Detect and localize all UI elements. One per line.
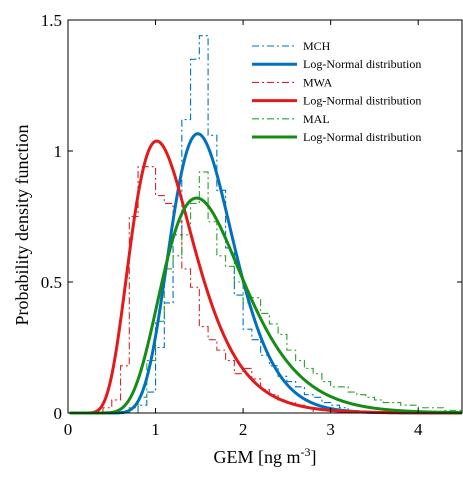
y-tick-label: 1 bbox=[54, 142, 63, 161]
x-tick-label: 3 bbox=[326, 420, 335, 439]
legend-label: MAL bbox=[303, 112, 330, 126]
x-tick-label: 0 bbox=[64, 420, 73, 439]
plot-frame bbox=[67, 19, 463, 414]
lognormal-curve-5 bbox=[69, 196, 463, 415]
legend-label: Log-Normal distribution bbox=[303, 57, 421, 71]
legend: MCH Log-Normal distribution MWA Log-Normal … bbox=[252, 39, 421, 144]
x-axis-title: GEM [ng m-3] bbox=[214, 445, 317, 467]
y-tick-label: 0.5 bbox=[41, 273, 62, 292]
y-axis-title: Probability density function bbox=[12, 125, 32, 326]
histogram-mch bbox=[137, 35, 358, 413]
y-tick-label: 1.5 bbox=[41, 11, 62, 30]
lognormal-curve-1 bbox=[69, 132, 463, 415]
curve-layer bbox=[69, 132, 463, 415]
x-axis-title-superscript: -3 bbox=[301, 445, 311, 459]
y-tick-label: 0 bbox=[54, 404, 63, 423]
x-tick-label: 4 bbox=[414, 420, 423, 439]
histogram-mal bbox=[128, 171, 463, 413]
legend-label: MCH bbox=[303, 39, 331, 53]
lognormal-curve-3 bbox=[69, 139, 463, 415]
legend-label: Log-Normal distribution bbox=[303, 94, 421, 108]
x-tick-label: 1 bbox=[151, 420, 160, 439]
legend-label: MWA bbox=[303, 75, 333, 89]
x-axis-title-closing: ] bbox=[311, 447, 317, 467]
legend-label: Log-Normal distribution bbox=[303, 130, 421, 144]
ticks-layer: 0 1 2 3 4 0 0.5 1 1.5 bbox=[41, 11, 462, 439]
x-tick-label: 2 bbox=[239, 420, 248, 439]
